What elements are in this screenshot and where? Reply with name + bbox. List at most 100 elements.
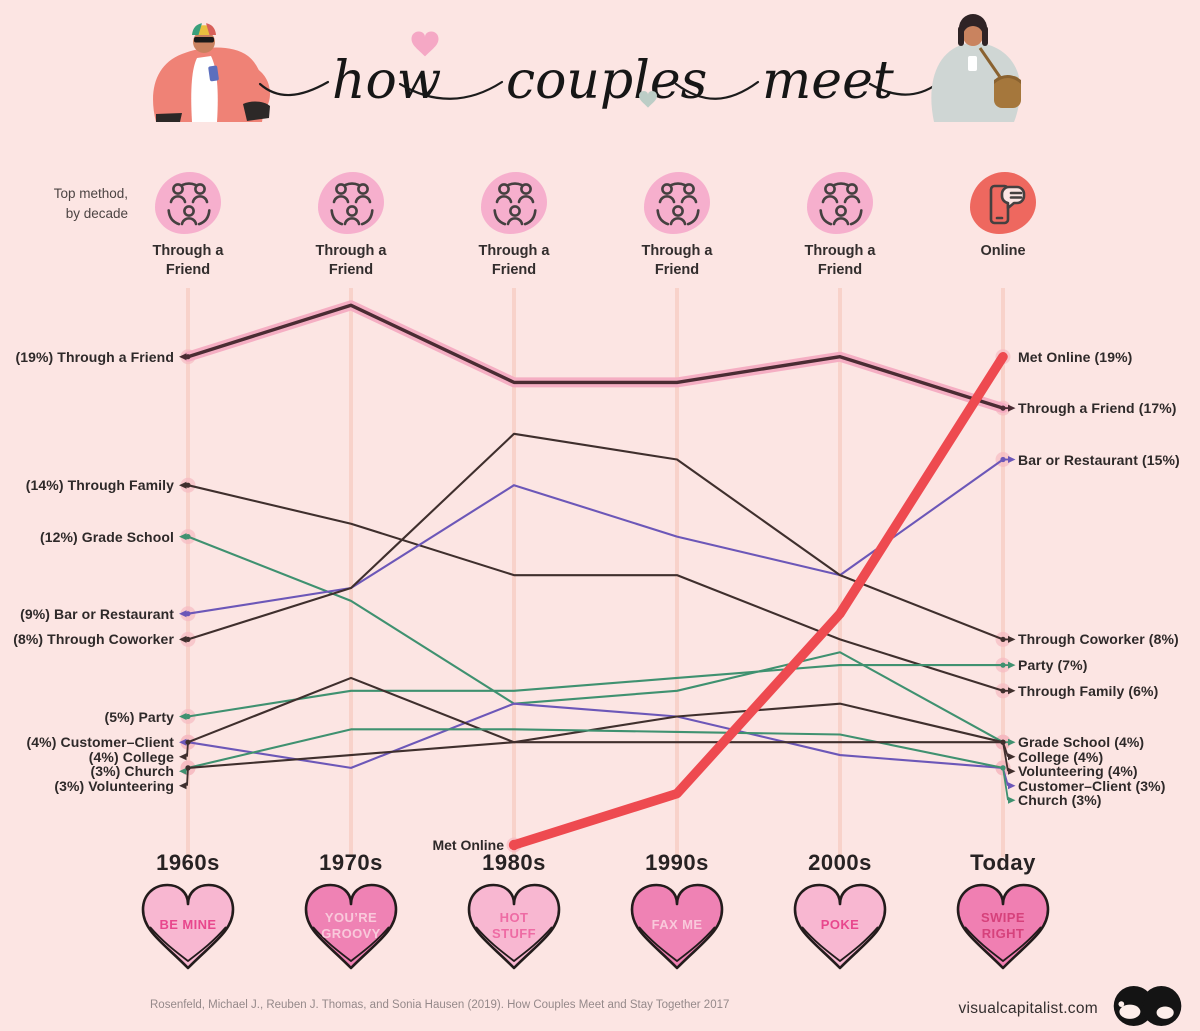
candy-heart: BE MINE — [141, 883, 235, 970]
left-label-Church: (3%) Church — [90, 763, 174, 780]
series-line-Volunteering — [186, 741, 1005, 769]
met-online-start-dot — [508, 839, 520, 851]
endpoint-dot — [1000, 765, 1006, 771]
label-connector — [1002, 742, 1009, 772]
endpoint-dot — [185, 611, 191, 617]
series-line-Party — [186, 664, 1005, 718]
top-method-label: Through a Friend — [804, 243, 876, 278]
label-arrow — [1008, 796, 1016, 804]
right-label-Grade School: Grade School (4%) — [1018, 734, 1145, 751]
title-word-couples: couples — [506, 51, 707, 111]
source-citation: Rosenfeld, Michael J., Reuben J. Thomas,… — [150, 999, 730, 1011]
endpoint-dot — [185, 534, 191, 540]
series-line-Met Online — [509, 351, 1008, 850]
people-group-icon — [656, 182, 700, 226]
people-group-icon — [167, 182, 211, 226]
right-label-Customer–Client: Customer–Client (3%) — [1018, 777, 1166, 794]
label-arrow — [1008, 753, 1016, 761]
people-group-icon — [819, 182, 863, 226]
decade-column-Today: Today SWIPE RIGHT — [933, 850, 1073, 979]
endpoint-dot — [1000, 688, 1006, 694]
title-word-how: how — [332, 51, 441, 111]
top-method-label: Through a Friend — [641, 243, 713, 278]
people-group-icon — [493, 182, 537, 226]
right-label-Through Coworker: Through Coworker (8%) — [1018, 631, 1179, 648]
decade-label: 1970s — [319, 850, 383, 875]
label-arrow — [179, 481, 187, 489]
met-online-start-label: Met Online — [432, 837, 504, 853]
series-line-Through Coworker — [186, 432, 1005, 641]
top-method-1960s: Through a Friend — [113, 168, 263, 280]
label-arrow — [1008, 687, 1016, 695]
svg-text:RIGHT: RIGHT — [982, 926, 1024, 941]
label-arrow — [179, 635, 187, 643]
decade-column-1980s: 1980s HOT STUFF — [444, 850, 584, 979]
brand-url: visualcapitalist.com — [958, 1000, 1098, 1017]
right-label-Through a Friend: Through a Friend (17%) — [1018, 400, 1177, 417]
left-label-Grade School: (12%) Grade School — [39, 528, 174, 545]
title-word-meet: meet — [762, 51, 894, 111]
decade-label: 1980s — [482, 850, 546, 875]
left-label-College: (4%) College — [88, 748, 174, 765]
right-label-College: College (4%) — [1018, 748, 1104, 765]
caption-line-1: Top method, — [53, 186, 128, 201]
phone-chat-icon — [989, 184, 1026, 225]
left-label-Through Family: (14%) Through Family — [25, 477, 174, 494]
decade-column-1970s: 1970s YOU’RE GROOVY — [281, 850, 421, 979]
endpoint-dot — [185, 739, 191, 745]
label-arrow — [1008, 456, 1016, 463]
illustration-man — [153, 23, 270, 122]
label-connector — [186, 767, 189, 786]
left-label-Volunteering: (3%) Volunteering — [54, 777, 174, 794]
heart-icon — [639, 91, 657, 108]
endpoint-dot — [185, 713, 191, 720]
candy-heart: POKE — [793, 883, 887, 970]
endpoint-dot — [1000, 456, 1006, 463]
decade-column-1990s: 1990s FAX ME — [607, 850, 747, 979]
endpoint-dot — [1000, 662, 1006, 668]
decade-label: 2000s — [808, 850, 872, 875]
top-method-caption: Top method, by decade — [22, 184, 128, 225]
svg-text:FAX ME: FAX ME — [652, 917, 703, 932]
endpoint-dot — [185, 765, 191, 771]
endpoint-dot — [1000, 354, 1006, 360]
decade-column-1960s: 1960s BE MINE — [118, 850, 258, 979]
label-arrow — [1008, 661, 1016, 669]
top-method-1970s: Through a Friend — [276, 168, 426, 280]
right-label-Met Online: Met Online (19%) — [1018, 348, 1133, 365]
label-connector — [1002, 767, 1009, 801]
label-arrow — [179, 713, 187, 720]
series-line-College — [186, 676, 1005, 744]
left-label-Customer–Client: (4%) Customer–Client — [26, 734, 174, 751]
decade-column-2000s: 2000s POKE — [770, 850, 910, 979]
right-label-Bar or Restaurant: Bar or Restaurant (15%) — [1018, 451, 1180, 468]
label-arrow — [179, 610, 187, 618]
svg-text:SWIPE: SWIPE — [981, 910, 1025, 925]
top-method-label: Online — [980, 243, 1026, 259]
svg-text:YOU’RE: YOU’RE — [325, 910, 377, 925]
decade-label: 1960s — [156, 850, 220, 875]
title-script: how couples meet — [258, 31, 938, 111]
series-glow-Through a Friend — [183, 300, 1008, 414]
top-method-Today: Online — [928, 168, 1078, 261]
label-arrow — [179, 738, 187, 746]
left-label-Party: (5%) Party — [104, 708, 174, 725]
svg-text:BE MINE: BE MINE — [160, 917, 217, 932]
series-line-Church — [186, 728, 1005, 769]
svg-text:STUFF: STUFF — [492, 926, 536, 941]
endpoint-dot — [185, 354, 191, 360]
series-line-Grade School — [186, 535, 1005, 744]
svg-text:GROOVY: GROOVY — [321, 926, 380, 941]
label-arrow — [1008, 738, 1016, 746]
svg-text:POKE: POKE — [821, 917, 859, 932]
label-arrow — [179, 767, 187, 775]
illustration-woman — [931, 14, 1021, 123]
svg-text:HOT: HOT — [500, 910, 529, 925]
caption-line-2: by decade — [65, 206, 128, 222]
top-method-2000s: Through a Friend — [765, 168, 915, 280]
